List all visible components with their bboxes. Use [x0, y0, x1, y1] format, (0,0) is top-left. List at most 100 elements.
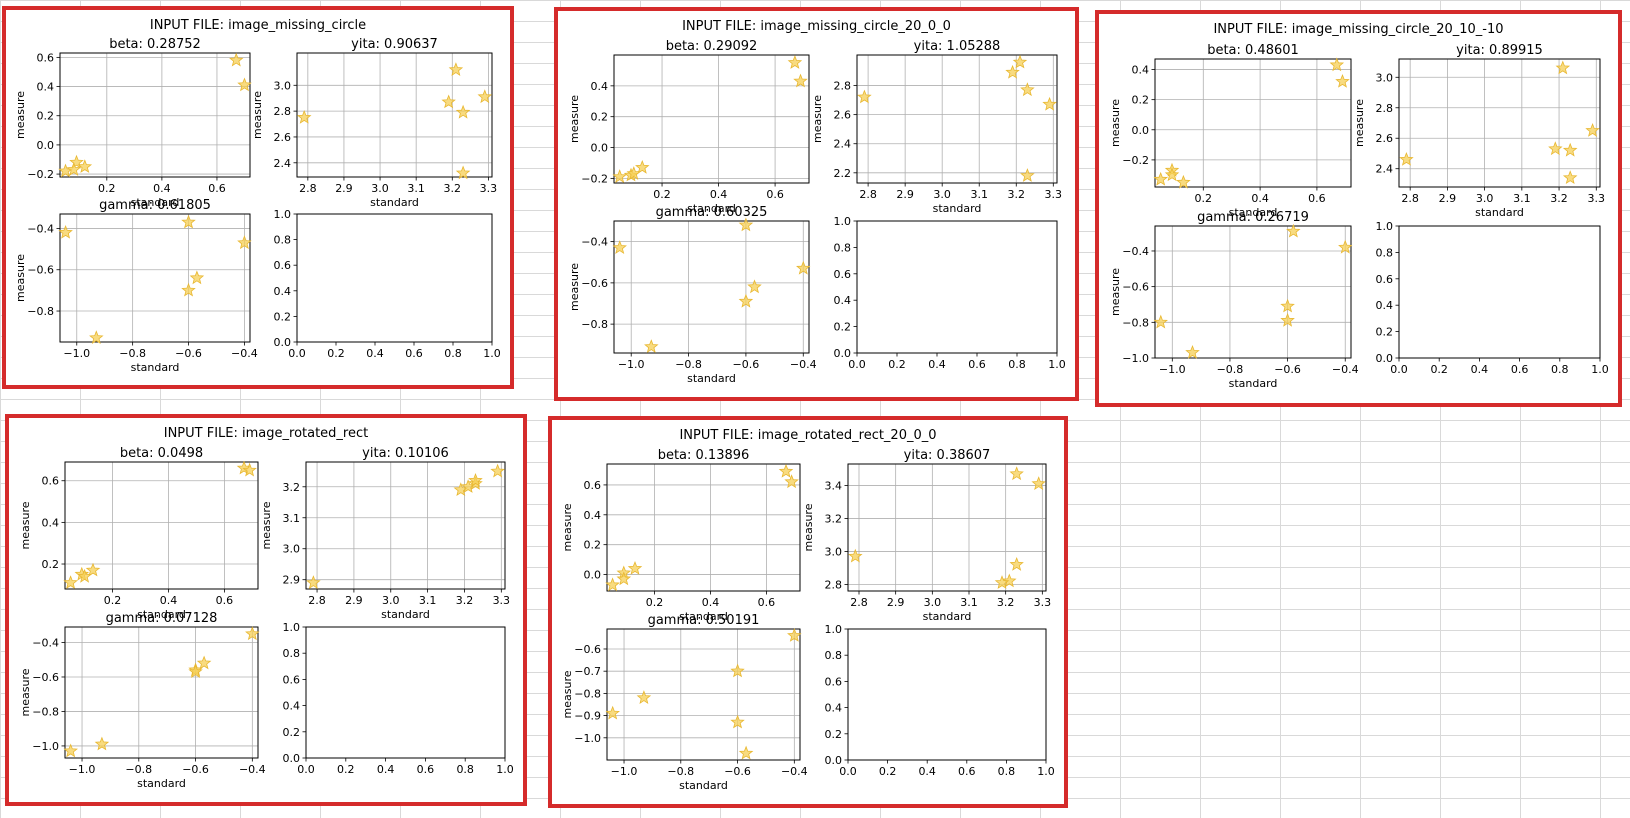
x-tick-label: 3.0: [1476, 192, 1494, 205]
subplot-title: yita: 0.38607: [904, 448, 991, 463]
x-tick-label: 3.0: [924, 596, 942, 609]
y-tick-label: 2.8: [825, 578, 843, 591]
x-tick-label: 0.6: [208, 182, 226, 195]
y-tick-label: 0.2: [1132, 94, 1150, 107]
data-point-star: [63, 743, 78, 758]
axes-frame: [606, 628, 801, 761]
y-axis-label: measure: [260, 501, 273, 549]
x-tick-label: 3.1: [960, 596, 978, 609]
data-point-star: [196, 655, 212, 670]
y-tick-label: 0.4: [274, 285, 292, 298]
x-tick-label: 0.4: [1251, 192, 1269, 205]
subplot-br: 0.0 0.2 0.4 0.6 0.8 1.0 0.0 0.2 0.4 0.6 0.8 1.0: [1376, 220, 1609, 376]
figure-image-rotated-rect: INPUT FILE: image_rotated_rect 0.2 0.4 0.6 0…: [5, 414, 527, 806]
x-tick-label: 0.0: [288, 347, 306, 360]
data-point-star: [181, 214, 196, 229]
data-point-star: [94, 736, 110, 751]
y-tick-label: 2.8: [274, 105, 292, 118]
subplot-title: gamma: 0.26719: [1197, 210, 1309, 225]
y-axis-label: measure: [19, 668, 32, 716]
x-tick-label: 3.2: [1550, 192, 1568, 205]
data-point-star: [1153, 171, 1168, 186]
data-point-star: [1280, 312, 1295, 327]
subplot-title: yita: 0.10106: [362, 446, 449, 461]
subplot-tr: 2.8 2.9 3.0 3.1 3.2 3.3 2.2 2.4 2.6 2.8 yita: 1.05…: [811, 39, 1062, 215]
y-tick-label: 3.4: [825, 479, 843, 492]
y-tick-label: 0.6: [834, 268, 852, 281]
y-tick-label: 0.4: [37, 81, 55, 94]
x-tick-label: 3.1: [1513, 192, 1531, 205]
data-point-star: [1176, 174, 1191, 189]
data-point-star: [644, 339, 659, 354]
y-axis-label: measure: [561, 503, 574, 551]
data-point-star: [1399, 152, 1414, 166]
axes-frame: [59, 213, 251, 343]
data-point-star: [1335, 74, 1350, 88]
plot-area: [613, 220, 810, 354]
x-tick-label: 1.0: [1037, 765, 1055, 778]
data-point-star: [1020, 82, 1035, 97]
y-tick-label: 0.4: [283, 700, 301, 713]
subplot-title: yita: 1.05288: [914, 39, 1001, 54]
data-point-star: [181, 282, 196, 297]
data-point-star: [605, 705, 620, 720]
data-point-star: [796, 260, 811, 275]
subplot-br: 0.0 0.2 0.4 0.6 0.8 1.0 0.0 0.2 0.4 0.6 0.8 1.0: [825, 623, 1055, 778]
y-tick-label: 0.8: [283, 647, 301, 660]
x-tick-label: −0.4: [781, 765, 808, 778]
x-tick-label: 0.4: [928, 358, 946, 371]
x-tick-label: 1.0: [1591, 363, 1609, 376]
x-tick-label: 0.2: [653, 188, 671, 201]
data-point-star: [242, 462, 257, 477]
y-tick-label: 0.2: [584, 539, 602, 552]
x-tick-label: 2.9: [345, 594, 363, 607]
x-tick-label: 3.2: [456, 594, 474, 607]
y-tick-label: 0.0: [283, 752, 301, 765]
x-tick-label: 0.4: [377, 763, 395, 776]
data-point-star: [441, 94, 456, 109]
x-axis-label: standard: [923, 610, 972, 623]
data-point-star: [616, 571, 632, 586]
y-tick-label: 0.4: [591, 80, 609, 93]
data-point-star: [77, 159, 93, 173]
subplot-tr: 2.8 2.9 3.0 3.1 3.2 3.3 2.4 2.6 2.8 3.0 yita: 0.89…: [1353, 43, 1605, 219]
data-point-star: [1585, 122, 1600, 137]
subplot-title: beta: 0.13896: [658, 448, 750, 463]
x-tick-label: 0.2: [1430, 363, 1448, 376]
subplot-title: gamma: 0.07128: [106, 611, 218, 626]
data-point-star: [1329, 57, 1345, 72]
y-tick-label: −0.6: [32, 671, 59, 684]
x-axis-label: standard: [131, 361, 180, 374]
data-point-star: [237, 235, 252, 250]
y-tick-label: −0.8: [574, 687, 601, 700]
axes-frame: [296, 52, 493, 178]
y-tick-label: −0.6: [581, 277, 608, 290]
y-tick-label: 2.6: [1376, 132, 1394, 145]
subplot-tl: 0.2 0.4 0.6 0.0 0.2 0.4 0.6 beta: 0.13896 standa…: [561, 448, 801, 623]
subplot-title: yita: 0.89915: [1456, 43, 1543, 58]
data-point-star: [787, 55, 803, 69]
x-tick-label: 0.6: [405, 347, 423, 360]
x-tick-label: −0.8: [675, 358, 702, 371]
y-tick-label: −0.8: [27, 305, 54, 318]
x-tick-label: −0.4: [239, 763, 266, 776]
y-tick-label: 1.0: [283, 621, 301, 634]
data-point-star: [1548, 141, 1563, 156]
y-tick-label: 0.2: [37, 110, 55, 123]
y-axis-label: measure: [568, 263, 581, 311]
data-point-star: [605, 577, 620, 592]
data-point-star: [1185, 344, 1200, 359]
x-tick-label: −0.6: [1274, 363, 1301, 376]
x-tick-label: 3.3: [1045, 188, 1063, 201]
data-point-star: [1338, 239, 1353, 254]
x-axis-label: standard: [1475, 206, 1524, 219]
data-point-star: [490, 463, 505, 478]
subplot-tl: 0.2 0.4 0.6 −0.2 0.0 0.2 0.4 beta: 0.29092 stand…: [568, 39, 810, 215]
data-point-star: [189, 270, 205, 285]
x-tick-label: −1.0: [1159, 363, 1186, 376]
x-tick-label: 3.0: [382, 594, 400, 607]
y-tick-label: 2.6: [834, 109, 852, 122]
x-tick-label: 1.0: [1048, 358, 1066, 371]
x-tick-label: 0.8: [998, 765, 1016, 778]
plot-area: [59, 52, 251, 178]
